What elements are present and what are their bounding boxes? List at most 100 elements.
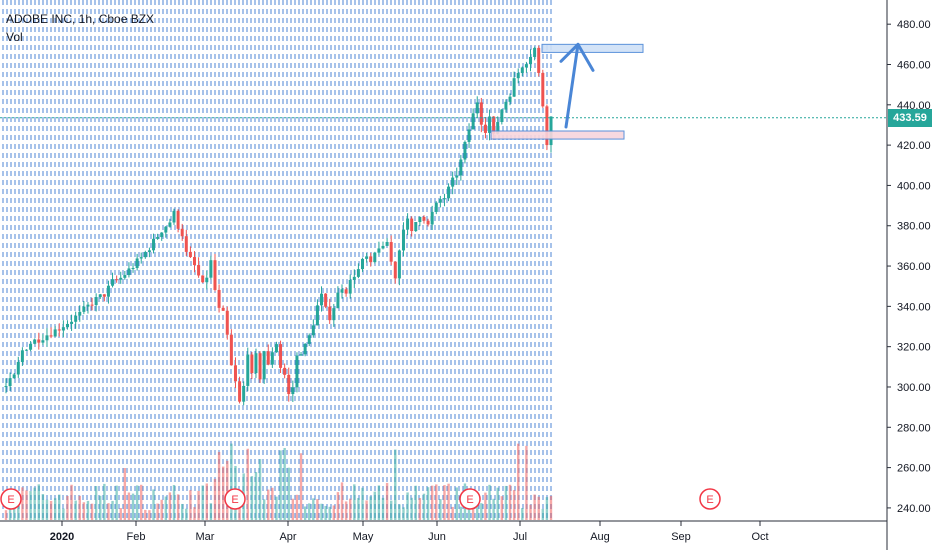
- volume-bar: [287, 467, 290, 520]
- volume-bar: [189, 490, 192, 520]
- volume-bar: [299, 453, 303, 520]
- volume-bar: [545, 497, 549, 520]
- candle-body: [381, 245, 385, 249]
- volume-label[interactable]: Vol: [6, 30, 23, 44]
- volume-bar: [140, 484, 143, 520]
- volume-bar: [230, 443, 233, 520]
- volume-bar: [406, 492, 409, 520]
- volume-bar: [451, 506, 454, 520]
- candle-body: [500, 109, 504, 123]
- volume-bar: [426, 487, 430, 520]
- earnings-marker: [0, 488, 22, 510]
- candle-body: [238, 381, 242, 402]
- volume-bar: [176, 494, 180, 520]
- volume-bar: [254, 472, 258, 520]
- candle-body: [434, 202, 438, 212]
- volume-bar: [135, 485, 139, 520]
- volume-bar: [353, 484, 356, 520]
- volume-bars: [4, 443, 553, 520]
- volume-bar: [90, 503, 94, 520]
- volume-bar: [29, 491, 32, 520]
- candle-body: [4, 386, 8, 388]
- volume-bar: [246, 448, 249, 520]
- volume-bar: [529, 504, 532, 520]
- volume-bar: [78, 495, 81, 520]
- candle-body: [86, 304, 90, 307]
- volume-bar: [213, 478, 217, 520]
- volume-bar: [279, 450, 282, 520]
- candle-body: [504, 101, 508, 110]
- candle-body: [29, 343, 33, 350]
- candle-body: [188, 251, 192, 258]
- candle-body: [356, 269, 360, 277]
- candle-body: [33, 339, 37, 344]
- candle-body: [475, 102, 479, 114]
- candle-body: [53, 329, 57, 337]
- price-tick-label: 240.00: [897, 503, 931, 515]
- candle-body: [65, 323, 69, 328]
- volume-bar: [459, 506, 463, 520]
- volume-bar: [320, 503, 323, 520]
- volume-bar: [103, 483, 106, 520]
- volume-bar: [283, 448, 286, 520]
- price-tick-label: 460.00: [897, 59, 931, 71]
- volume-bar: [480, 503, 483, 520]
- candle-body: [315, 305, 319, 326]
- volume-bar: [435, 484, 438, 520]
- candle-body: [16, 361, 20, 375]
- candle-body: [311, 325, 315, 336]
- candle-body: [184, 236, 188, 252]
- earnings-marker: [224, 488, 246, 510]
- volume-bar: [201, 485, 204, 520]
- candle-body: [135, 258, 139, 269]
- volume-bar: [119, 508, 122, 520]
- candle-body: [209, 260, 213, 278]
- volume-bar: [209, 503, 213, 520]
- candle-body: [98, 294, 102, 298]
- time-tick-label: Sep: [671, 531, 691, 543]
- candle-body: [389, 242, 393, 262]
- volume-bar: [361, 487, 364, 520]
- candle-body: [324, 293, 328, 307]
- candle-body: [348, 279, 352, 294]
- candle-body: [352, 276, 356, 280]
- candle-body: [176, 210, 180, 229]
- time-axis: 2020 Feb Mar Apr May Jun Jul Aug Sep Oct: [50, 521, 769, 543]
- time-tick-label: Aug: [590, 531, 610, 543]
- volume-bar: [316, 499, 319, 520]
- candle-body: [299, 354, 303, 356]
- candle-body: [233, 365, 237, 382]
- candle-body: [12, 374, 16, 379]
- volume-bar: [525, 445, 528, 520]
- volume-bar: [394, 449, 397, 520]
- volume-bar: [156, 503, 159, 520]
- volume-bar: [144, 509, 147, 520]
- candle-body: [266, 351, 270, 365]
- candle-body: [225, 310, 229, 335]
- volume-bar: [504, 485, 508, 520]
- candle-body: [418, 216, 422, 222]
- volume-bar: [275, 496, 278, 520]
- volume-bar: [455, 487, 458, 520]
- candle-body: [61, 327, 65, 331]
- volume-bar: [517, 443, 520, 520]
- candle-body: [49, 335, 53, 337]
- volume-bar: [107, 503, 110, 520]
- price-tick-label: 340.00: [897, 301, 931, 313]
- symbol-title[interactable]: ADOBE INC, 1h, Cboe BZX: [6, 12, 155, 26]
- volume-bar: [484, 492, 487, 520]
- volume-bar: [349, 498, 352, 520]
- candle-body: [246, 354, 250, 386]
- candle-body: [201, 275, 205, 283]
- volume-bar: [336, 492, 340, 520]
- candle-body: [336, 292, 340, 309]
- chart-legend: ADOBE INC, 1h, Cboe BZX Vol: [6, 10, 154, 46]
- volume-bar: [295, 494, 299, 520]
- candle-body: [192, 257, 196, 266]
- price-tick-label: 420.00: [897, 140, 931, 152]
- candle-body: [401, 229, 405, 251]
- candle-body: [131, 268, 135, 270]
- volume-bar: [418, 498, 422, 520]
- candle-body: [369, 256, 373, 263]
